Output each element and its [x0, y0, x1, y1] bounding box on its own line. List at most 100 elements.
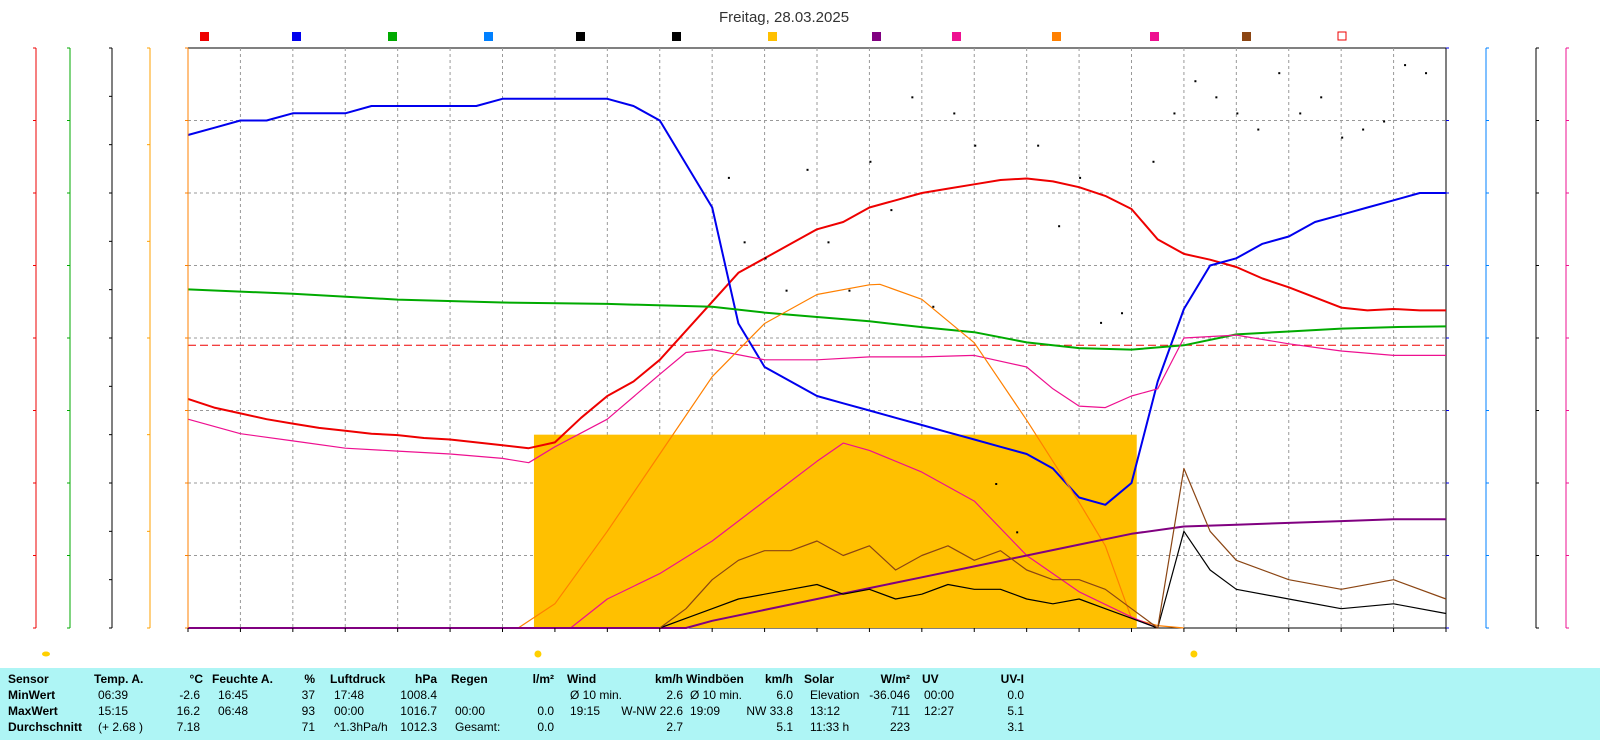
wind-direction-dots	[727, 64, 1428, 534]
panel-row-label: MinWert	[8, 688, 56, 702]
chart-legend	[200, 31, 1347, 41]
panel-time: Gesamt:	[455, 720, 501, 734]
direction-dot	[727, 176, 730, 179]
panel-group-unit: W/m²	[880, 672, 910, 686]
panel-group-unit: km/h	[654, 672, 683, 686]
panel-time: Elevation	[810, 688, 860, 702]
series-line-8	[659, 467, 1447, 629]
moon-icon	[42, 651, 50, 657]
panel-time: Ø 10 min.	[570, 688, 623, 702]
series-line-4	[517, 283, 1184, 629]
panel-value: 5.1	[776, 720, 793, 734]
panel-time: 06:48	[218, 704, 249, 718]
legend-swatch	[672, 32, 681, 41]
series-line-5	[570, 442, 1158, 629]
panel-group-name: Windböen	[686, 672, 744, 686]
direction-dot	[1058, 225, 1061, 228]
legend-swatch	[576, 32, 585, 41]
panel-value: -36.046	[869, 688, 910, 702]
direction-dot	[1425, 72, 1428, 75]
panel-time: 17:48	[334, 688, 365, 702]
panel-row-label: MaxWert	[8, 704, 58, 718]
direction-dot	[1215, 96, 1218, 99]
series-line-6	[188, 518, 1446, 629]
legend-swatch	[484, 32, 493, 41]
direction-dot	[1383, 120, 1386, 123]
panel-time: Ø 10 min.	[690, 688, 743, 702]
direction-dot	[953, 112, 956, 115]
direction-dot	[1404, 64, 1407, 67]
direction-dot	[1257, 128, 1260, 131]
legend-swatch	[1242, 32, 1251, 41]
panel-value: 1016.7	[400, 704, 437, 718]
direction-dot	[1016, 531, 1019, 534]
panel-group-name: UV	[922, 672, 939, 686]
legend-swatch	[1337, 31, 1347, 41]
series-line-1	[187, 97, 1446, 506]
weather-chart: Freitag, 28.03.2025	[33, 9, 1569, 658]
panel-value: W-NW 22.6	[621, 704, 683, 718]
series-line-2	[187, 288, 1447, 351]
panel-time: 19:09	[690, 704, 721, 718]
panel-group-unit: °C	[189, 672, 203, 686]
direction-dot	[827, 241, 830, 244]
stats-panel: Sensor MinWert MaxWert Durchschnitt Temp. A.…	[0, 668, 1600, 740]
x-axis	[187, 628, 1447, 632]
panel-group-name: Luftdruck	[330, 672, 386, 686]
panel-value: 3.1	[1007, 720, 1024, 734]
legend-swatch	[952, 32, 961, 41]
panel-value: -2.6	[179, 688, 200, 702]
panel-value: 2.6	[666, 688, 683, 702]
panel-value: 1008.4	[400, 688, 437, 702]
panel-group-name: Temp. A.	[94, 672, 144, 686]
panel-time: 00:00	[334, 704, 365, 718]
direction-dot	[1236, 112, 1239, 115]
panel-value: 16.2	[176, 704, 200, 718]
sunshine-bars	[533, 434, 1137, 628]
panel-group-unit: km/h	[764, 672, 793, 686]
panel-time: 13:12	[810, 704, 841, 718]
panel-time: 15:15	[98, 704, 129, 718]
sunshine-bar	[533, 434, 1137, 628]
direction-dot	[1037, 144, 1040, 147]
right-axes	[1446, 47, 1569, 629]
data-series	[187, 97, 1447, 629]
panel-value: 7.18	[176, 720, 200, 734]
direction-dot	[1299, 112, 1302, 115]
panel-group-unit: UV-I	[1000, 672, 1024, 686]
legend-swatch	[292, 32, 301, 41]
direction-dot	[785, 289, 788, 292]
direction-dot	[911, 96, 914, 99]
direction-dot	[995, 483, 998, 485]
direction-dot	[1362, 128, 1365, 131]
direction-dot	[764, 257, 767, 260]
direction-dot	[890, 209, 893, 212]
direction-dot	[743, 241, 746, 244]
legend-swatch	[872, 32, 881, 41]
panel-value: 71	[301, 720, 315, 734]
panel-group-unit: l/m²	[532, 672, 554, 686]
direction-dot	[1152, 160, 1155, 163]
legend-swatch	[388, 32, 397, 41]
left-axes	[33, 47, 189, 629]
legend-swatch	[1052, 32, 1061, 41]
panel-value: NW 33.8	[746, 704, 793, 718]
direction-dot	[974, 144, 977, 147]
panel-time: 00:00	[455, 704, 486, 718]
panel-row-label: Sensor	[8, 672, 49, 686]
series-line-0	[187, 177, 1446, 450]
direction-dot	[932, 305, 935, 308]
direction-dot	[869, 160, 872, 163]
direction-dot	[1121, 312, 1124, 315]
direction-dot	[806, 168, 809, 171]
panel-row-label: Durchschnitt	[8, 720, 83, 734]
panel-time: 19:15	[570, 704, 601, 718]
panel-value: 0.0	[537, 720, 554, 734]
direction-dot	[1320, 96, 1323, 99]
legend-swatch	[1150, 32, 1159, 41]
direction-dot	[1278, 72, 1281, 75]
direction-dot	[1100, 321, 1103, 324]
panel-value: 223	[889, 720, 910, 734]
panel-time: 16:45	[218, 688, 249, 702]
panel-group-unit: hPa	[414, 672, 437, 686]
